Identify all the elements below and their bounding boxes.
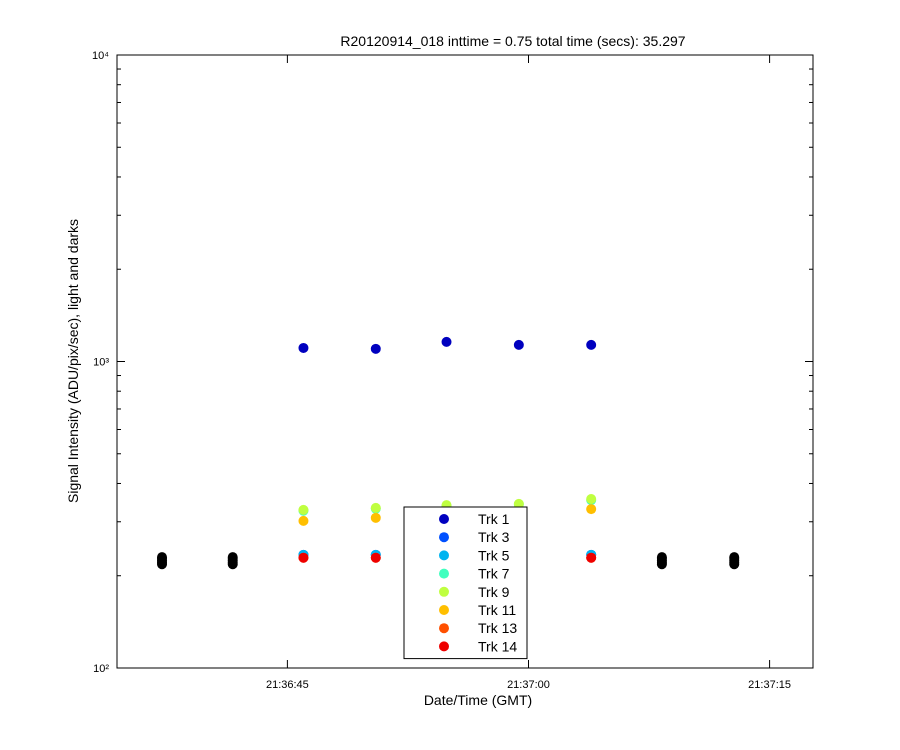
legend-marker	[439, 605, 449, 615]
legend-label: Trk 7	[478, 566, 510, 582]
data-point	[441, 336, 452, 347]
legend-marker	[439, 550, 449, 561]
y-tick-label: 10⁴	[92, 50, 109, 62]
legend-label: Trk 9	[478, 584, 510, 600]
x-tick-label: 21:37:00	[507, 679, 550, 691]
y-tick-label: 10³	[93, 357, 109, 369]
legend-marker	[439, 586, 449, 597]
legend-label: Trk 1	[478, 511, 510, 527]
data-point	[227, 552, 238, 563]
data-point	[656, 552, 667, 563]
data-point	[298, 342, 309, 353]
legend-label: Trk 3	[478, 529, 510, 545]
chart-title: R20120914_018 inttime = 0.75 total time …	[340, 33, 685, 49]
x-tick-label: 21:37:15	[748, 679, 791, 691]
legend-marker	[439, 623, 449, 634]
legend-label: Trk 11	[478, 602, 516, 618]
data-point	[729, 552, 740, 563]
data-point	[370, 552, 381, 563]
legend: Trk 1 Trk 3 Trk 5 Trk 7 Trk 9 Trk 11 Trk 13 Trk…	[403, 506, 528, 660]
legend-label: Trk 14	[478, 638, 517, 654]
data-point	[298, 515, 309, 526]
legend-marker	[439, 568, 449, 579]
data-point	[586, 493, 597, 504]
legend-box	[403, 506, 528, 660]
data-point	[298, 504, 309, 515]
data-point	[513, 339, 524, 350]
data-point	[370, 502, 381, 513]
data-point	[370, 512, 381, 523]
legend-label: Trk 5	[478, 547, 510, 563]
data-point	[586, 552, 597, 563]
legend-marker	[439, 514, 449, 524]
data-point	[370, 343, 381, 354]
legend-marker	[439, 532, 449, 543]
legend-label: Trk 13	[478, 620, 517, 636]
data-point	[513, 498, 524, 509]
x-tick-label: 21:36:45	[266, 679, 309, 691]
data-point	[298, 552, 309, 563]
data-point	[586, 339, 597, 350]
data-point	[157, 552, 168, 563]
legend-marker	[439, 641, 449, 652]
y-axis-label: Signal Intensity (ADU/pix/sec), light an…	[65, 219, 81, 503]
x-axis-label: Date/Time (GMT)	[424, 692, 532, 708]
y-tick-label: 10²	[93, 663, 109, 675]
data-point	[586, 504, 597, 515]
